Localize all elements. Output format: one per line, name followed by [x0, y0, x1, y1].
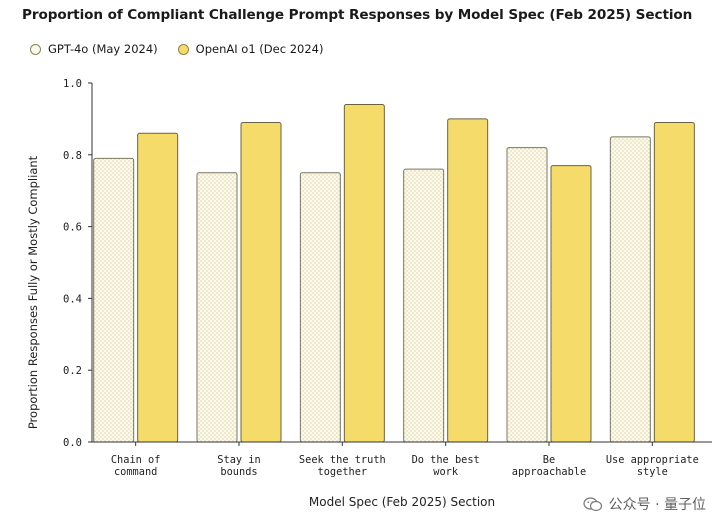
bar-o1 — [240, 121, 282, 443]
legend-swatch-gpt4o — [30, 43, 41, 55]
x-tick-label: together — [318, 466, 368, 478]
bar-gpt4o — [506, 147, 548, 443]
x-tick-label: Seek the truth — [299, 454, 386, 466]
x-tick-label: Be — [543, 454, 555, 466]
bar-o1 — [447, 118, 489, 443]
legend-item-o1: OpenAI o1 (Dec 2024) — [177, 42, 324, 56]
bar-gpt4o — [403, 168, 445, 443]
x-tick-label: Stay in — [217, 454, 260, 466]
legend-label-gpt4o: GPT-4o (May 2024) — [48, 42, 158, 56]
legend-label-o1: OpenAI o1 (Dec 2024) — [195, 42, 324, 56]
bar-o1 — [653, 121, 695, 443]
bar-gpt4o — [93, 157, 135, 443]
bar-gpt4o — [196, 172, 238, 443]
x-tick-label: Do the best — [412, 454, 480, 466]
x-tick-label: style — [637, 466, 668, 478]
watermark-text: 公众号 · 量子位 — [608, 497, 706, 513]
legend-item-gpt4o: GPT-4o (May 2024) — [30, 42, 158, 56]
y-tick-label: 0.0 — [63, 437, 82, 449]
watermark: 公众号 · 量子位 — [583, 494, 706, 514]
x-tick-label: Chain of — [111, 454, 161, 466]
y-tick-label: 1.0 — [63, 78, 82, 90]
chart-title: Proportion of Compliant Challenge Prompt… — [22, 7, 693, 23]
wechat-icon — [583, 496, 602, 511]
x-tick-label: command — [114, 466, 157, 478]
x-axis-label: Model Spec (Feb 2025) Section — [309, 495, 495, 509]
y-tick-label: 0.6 — [63, 222, 82, 234]
bar-gpt4o — [299, 172, 341, 443]
x-tick-label: Use appropriate — [606, 454, 699, 466]
bar-o1 — [550, 165, 592, 443]
legend: GPT-4o (May 2024) OpenAI o1 (Dec 2024) — [30, 42, 343, 56]
x-tick-label: bounds — [220, 466, 257, 478]
bar-o1 — [343, 104, 385, 443]
legend-swatch-o1 — [177, 43, 189, 55]
y-axis-label: Proportion Responses Fully or Mostly Com… — [26, 155, 40, 429]
x-tick-label: approachable — [512, 466, 586, 478]
x-tick-label: work — [433, 466, 459, 478]
y-tick-label: 0.2 — [63, 365, 82, 377]
bar-gpt4o — [609, 136, 651, 443]
bar-o1 — [137, 132, 179, 443]
y-tick-label: 0.8 — [63, 150, 82, 162]
y-tick-label: 0.4 — [63, 293, 82, 305]
